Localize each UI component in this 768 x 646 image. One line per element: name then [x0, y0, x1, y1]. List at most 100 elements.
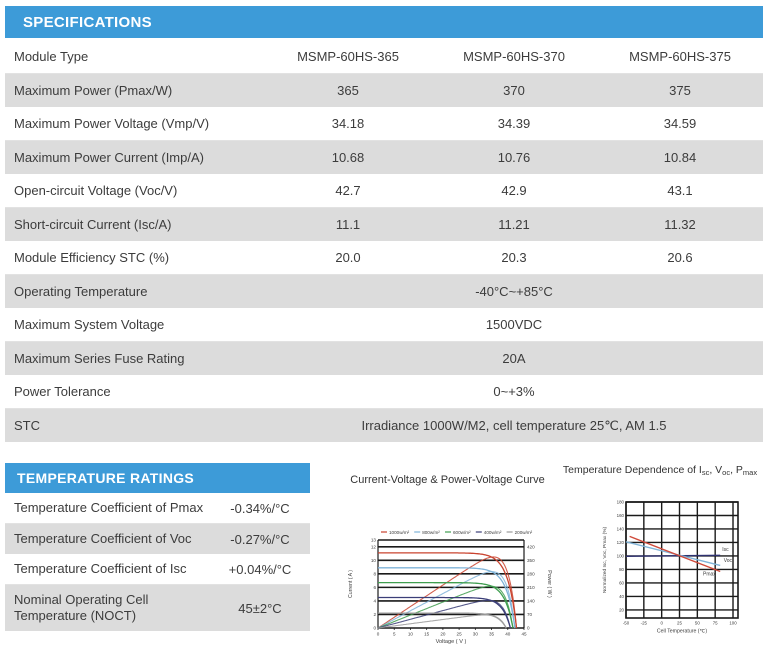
iv-chart-title: Current-Voltage & Power-Voltage Curve [350, 474, 545, 486]
spec-row-value: 370 [503, 83, 525, 98]
temperature-ratings-banner: TEMPERATURE RATINGS [5, 463, 310, 493]
spec-row-value: MSMP-60HS-370 [463, 49, 565, 64]
title-subscript: sc [701, 468, 710, 477]
spec-row-label: Maximum Power (Pmax/W) [14, 83, 173, 98]
y-axis-tick: 60 [619, 580, 624, 585]
x-axis-tick: 40 [505, 632, 511, 637]
series-label-Pmax: Pmax [703, 572, 716, 578]
temperature-rating-label: Temperature Coefficient of Voc [14, 530, 192, 546]
iv-curve-1000w/m² [378, 552, 518, 629]
y-axis-tick: 100 [617, 553, 625, 558]
line-Pmax [629, 535, 721, 573]
title-subscript: oc [722, 468, 731, 477]
iv-pv-curve-chart: 1000w/m² 800w/m² 600w/m² 400w/m² 200w/m² 0 2 4 6… [348, 530, 552, 645]
y-axis-tick-left: 12 [371, 544, 377, 549]
y-axis-tick-left: 13 [371, 538, 377, 543]
spec-row-value: 20.0 [335, 250, 361, 265]
spec-row-value: 375 [669, 83, 691, 98]
spec-table-row: Maximum Power (Pmax/W) 365 370 375 [5, 74, 763, 107]
spec-row-value: 43.1 [667, 183, 693, 198]
spec-table-row: Maximum Power Current (Imp/A) 10.68 10.76 1… [5, 141, 763, 174]
y-axis-tick-left: 2 [373, 612, 376, 617]
spec-row-label: Operating Temperature [14, 284, 148, 299]
y-axis-tick-left: 0 [373, 626, 376, 631]
spec-row-value: MSMP-60HS-375 [629, 49, 731, 64]
spec-table-row: Module Efficiency STC (%) 20.0 20.3 20.6 [5, 241, 763, 275]
y-axis-tick-right: 350 [527, 558, 535, 563]
spec-row-label: Module Type [14, 49, 89, 64]
temperature-rating-value: +0.04%/°C [228, 561, 292, 577]
spec-table-row: Maximum Series Fuse Rating 20A [5, 342, 763, 375]
x-axis-tick: 15 [424, 632, 430, 637]
y-axis-tick: 40 [619, 594, 624, 599]
spec-table-row: STC Irradiance 1000W/M2, cell temperature… [5, 409, 763, 442]
spec-row-value: 365 [337, 83, 359, 98]
series-label-Voc: Voc [724, 558, 733, 564]
y-axis-label: Normalized Isc, Voc, Pmax (%) [602, 527, 608, 594]
y-axis-tick-left: 4 [373, 599, 376, 604]
temperature-rating-label: Temperature Coefficient of Isc [14, 560, 187, 576]
spec-row-value: 20.6 [667, 250, 693, 265]
spec-row-label: Open-circuit Voltage (Voc/V) [14, 183, 178, 198]
spec-row-value: 10.68 [331, 150, 365, 165]
spec-row-label: Power Tolerance [14, 384, 111, 399]
y-axis-tick-right: 140 [527, 599, 535, 604]
y-axis-tick-left: 6 [373, 585, 376, 590]
title-subscript: max [742, 468, 758, 477]
spec-row-value: 34.18 [331, 116, 365, 131]
spec-table-row: Open-circuit Voltage (Voc/V) 42.7 42.9 43.1 [5, 174, 763, 208]
y-axis-tick: 140 [617, 526, 625, 531]
pv-curve-600w/m² [377, 585, 514, 629]
pv-curve-800w/m² [377, 571, 516, 629]
spec-row-label: Module Efficiency STC (%) [14, 250, 170, 265]
spec-table-row: Short-circuit Current (Isc/A) 11.1 11.21 11… [5, 208, 763, 241]
spec-row-label: Maximum Series Fuse Rating [14, 351, 185, 366]
spec-row-label: STC [14, 418, 40, 433]
x-axis-tick: 50 [695, 621, 700, 626]
legend-label: 400w/m² [484, 530, 502, 535]
y-axis-tick-left: 8 [373, 571, 376, 576]
x-axis-tick: 45 [521, 632, 527, 637]
spec-row-value: 10.84 [663, 150, 697, 165]
temperature-rating-row: Nominal Operating Cell Temperature (NOCT… [5, 585, 310, 631]
y-axis-tick: 120 [617, 540, 625, 545]
spec-row-span-value: Irradiance 1000W/M2, cell temperature 25… [361, 417, 667, 433]
y-axis-tick-right: 70 [527, 612, 533, 617]
specifications-table: Module Type MSMP-60HS-365 MSMP-60HS-370 MSM… [5, 40, 763, 442]
temp-dependence-chart-title: Temperature Dependence of Isc, Voc, Pmax [552, 464, 768, 477]
pv-curve-400w/m² [377, 599, 511, 629]
temperature-ratings-title: TEMPERATURE RATINGS [17, 470, 195, 486]
legend-label: 1000w/m² [389, 530, 410, 535]
temperature-rating-value: 45±2°C [238, 600, 282, 616]
temperature-rating-row: Temperature Coefficient of Voc -0.27%/°C [5, 524, 310, 554]
spec-row-value: 11.32 [664, 217, 696, 232]
y-axis-tick-right: 420 [527, 544, 535, 549]
spec-row-value: 11.1 [335, 217, 361, 232]
spec-row-value: 20.3 [501, 250, 527, 265]
x-axis-label: Voltage ( V ) [436, 639, 467, 645]
x-axis-tick: 0 [660, 621, 663, 626]
specifications-banner: SPECIFICATIONS [5, 6, 763, 38]
y-axis-tick-right: 0 [527, 626, 530, 631]
spec-row-label: Short-circuit Current (Isc/A) [14, 217, 172, 232]
spec-row-label: Maximum Power Current (Imp/A) [14, 150, 204, 165]
x-axis-tick: 10 [408, 632, 414, 637]
temperature-ratings-table: Temperature Coefficient of Pmax -0.34%/°C… [5, 493, 310, 631]
x-axis-tick: 75 [713, 621, 718, 626]
temperature-rating-label: Temperature Coefficient of Pmax [14, 499, 204, 515]
spec-row-span-value: 20A [502, 351, 526, 366]
temperature-rating-row: Temperature Coefficient of Isc +0.04%/°C [5, 554, 310, 585]
x-axis-tick: 100 [729, 621, 737, 626]
plot-border [625, 501, 739, 619]
y-axis-tick-right: 280 [527, 571, 535, 576]
temperature-rating-value: -0.27%/°C [230, 531, 290, 547]
temperature-rating-label: Nominal Operating Cell Temperature (NOCT… [14, 591, 149, 623]
x-axis-tick: 20 [440, 632, 446, 637]
x-axis-tick: 5 [393, 632, 396, 637]
x-axis-tick: 25 [457, 632, 463, 637]
title-text: , P [730, 464, 743, 476]
iv-curve-600w/m² [378, 581, 514, 629]
spec-table-row: Power Tolerance 0~+3% [5, 375, 763, 409]
temp-dependence-chart: 20 40 60 80 100 120 140 160 180 -50 -25 0 25 50 75 100 C… [602, 500, 739, 635]
